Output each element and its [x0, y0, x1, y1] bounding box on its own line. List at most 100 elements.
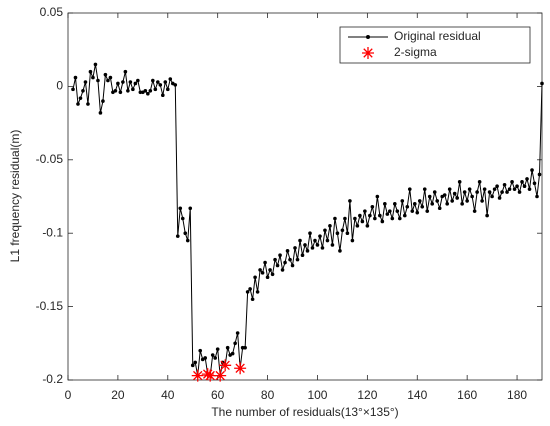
point — [407, 187, 412, 191]
point — [188, 206, 193, 211]
point — [490, 194, 494, 199]
point — [215, 347, 220, 351]
point — [96, 78, 100, 83]
point — [258, 268, 262, 272]
x-tick-label: 80 — [261, 388, 275, 402]
point — [76, 102, 80, 106]
point — [268, 268, 272, 272]
point — [93, 62, 98, 67]
point — [255, 290, 260, 294]
legend-label: 2-sigma — [394, 45, 437, 59]
point — [106, 78, 110, 83]
point — [230, 351, 235, 356]
point — [532, 181, 537, 186]
point — [198, 348, 203, 353]
point — [210, 353, 215, 357]
point — [263, 260, 267, 265]
point — [98, 111, 103, 115]
star-marker — [204, 369, 217, 382]
legend-marker — [362, 47, 374, 59]
x-tick-label: 160 — [457, 388, 477, 402]
point — [308, 231, 312, 235]
point — [472, 209, 477, 213]
point — [280, 268, 285, 272]
y-tick-label: -0.2 — [42, 372, 63, 386]
point — [442, 193, 447, 197]
y-tick-label: -0.05 — [36, 152, 64, 166]
point — [71, 87, 75, 92]
point — [477, 180, 482, 184]
y-tick-label: 0 — [56, 79, 63, 93]
point — [485, 213, 489, 218]
point — [78, 96, 83, 100]
point — [161, 93, 165, 98]
point — [178, 206, 183, 211]
x-tick-label: 120 — [357, 388, 377, 402]
point — [348, 199, 352, 203]
x-tick-label: 60 — [211, 388, 225, 402]
point — [128, 80, 133, 84]
point — [293, 246, 297, 250]
point — [520, 180, 524, 184]
y-axis-label: L1 frequency residual(m) — [8, 130, 22, 263]
point — [273, 257, 277, 262]
point — [165, 87, 170, 92]
point — [126, 89, 130, 93]
point — [432, 190, 437, 194]
point — [136, 78, 140, 83]
y-tick-label: 0.05 — [40, 5, 64, 19]
point — [81, 89, 85, 93]
point — [156, 80, 160, 84]
point — [288, 257, 292, 262]
point — [395, 209, 400, 213]
point — [405, 204, 410, 209]
point — [427, 194, 432, 199]
point — [73, 75, 78, 80]
point — [475, 190, 479, 194]
point — [330, 243, 335, 247]
point — [358, 213, 362, 218]
point — [325, 238, 330, 243]
point — [121, 80, 125, 84]
point — [275, 263, 280, 268]
point — [495, 184, 499, 189]
point — [460, 202, 464, 206]
point — [470, 194, 474, 199]
point — [452, 191, 457, 196]
point — [313, 238, 317, 243]
point — [527, 187, 532, 191]
point — [103, 72, 108, 77]
x-tick-label: 20 — [111, 388, 125, 402]
point — [180, 216, 185, 221]
point — [235, 331, 240, 335]
point — [270, 272, 275, 277]
point — [517, 190, 522, 194]
point — [283, 260, 287, 265]
point — [457, 180, 462, 184]
point — [373, 216, 377, 221]
x-tick-label: 100 — [307, 388, 327, 402]
legend-label: Original residual — [394, 29, 481, 43]
point — [370, 204, 375, 209]
point — [146, 91, 150, 96]
star-marker — [219, 359, 232, 372]
point — [300, 253, 305, 258]
star-marker — [191, 369, 204, 382]
point — [328, 224, 332, 228]
point — [295, 257, 300, 262]
star-marker — [201, 368, 214, 381]
y-tick-label: -0.1 — [42, 225, 63, 239]
point — [502, 182, 507, 187]
point — [335, 231, 340, 235]
point — [467, 187, 472, 191]
point — [512, 187, 517, 191]
point — [420, 204, 425, 209]
point — [383, 202, 387, 206]
point — [447, 187, 452, 191]
point — [323, 228, 327, 233]
point — [393, 202, 397, 206]
point — [320, 246, 325, 250]
y-tick-label: -0.15 — [36, 299, 64, 313]
point — [482, 187, 487, 191]
point — [260, 271, 265, 275]
